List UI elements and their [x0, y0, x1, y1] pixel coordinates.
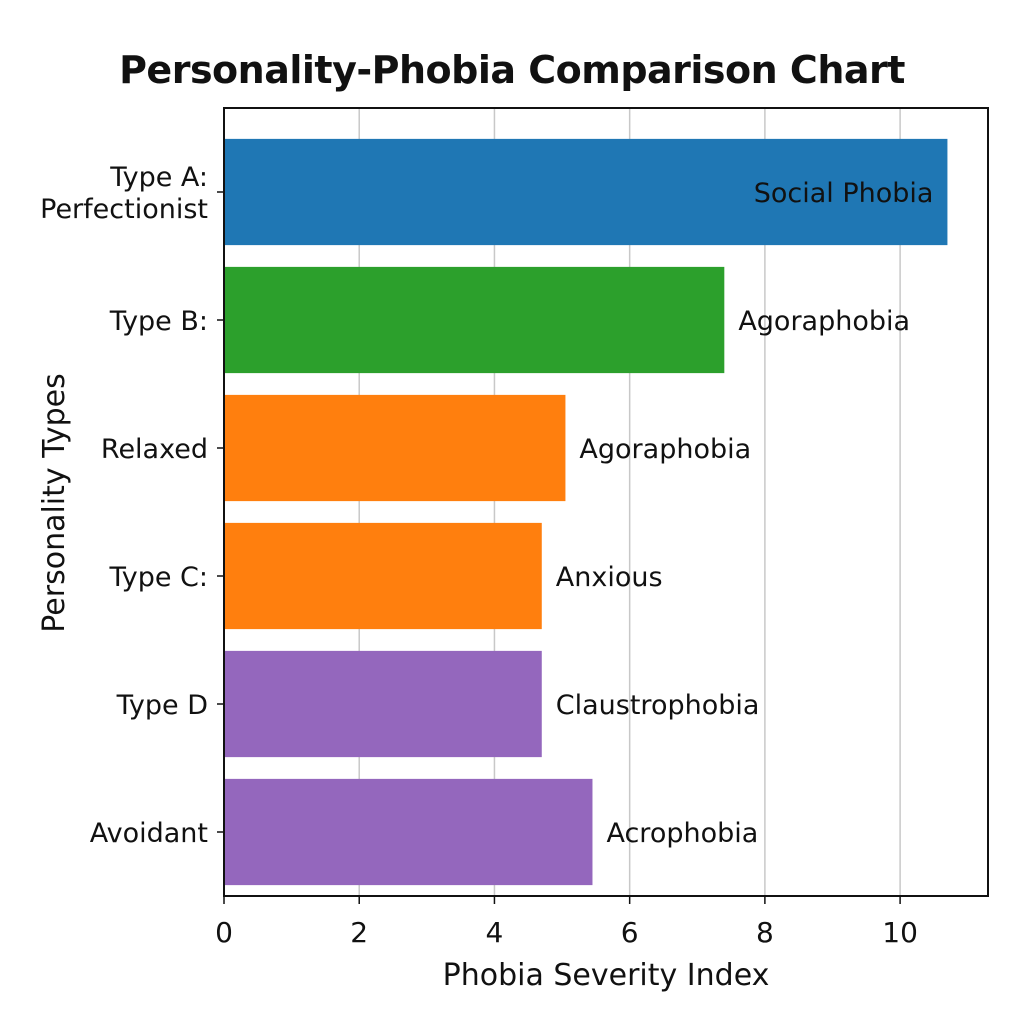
bar-label-2: Agoraphobia	[579, 434, 751, 465]
bar-label-5: Acrophobia	[606, 818, 758, 849]
bar-5	[224, 778, 593, 886]
x-tick-label-4: 8	[756, 916, 774, 949]
x-tick-label-5: 10	[882, 916, 918, 949]
y-tick-label-2: Relaxed	[101, 434, 208, 465]
bar-4	[224, 650, 542, 758]
x-tick-label-1: 2	[350, 916, 368, 949]
y-tick-label-line-0-0: Type A:	[109, 162, 208, 193]
y-tick-label-line-0-1: Perfectionist	[40, 194, 208, 225]
y-tick-label-line-4-0: Type D	[116, 690, 208, 721]
x-axis-label: Phobia Severity Index	[443, 958, 770, 993]
y-tick-label-line-5-0: Avoidant	[90, 818, 208, 849]
y-tick-label-0: Type A: Perfectionist	[40, 162, 208, 225]
y-tick-label-4: Type D	[116, 690, 208, 721]
y-tick-label-line-1-0: Type B:	[109, 306, 208, 337]
y-axis-label: Personality Types	[37, 373, 72, 632]
bar-2	[224, 394, 566, 502]
y-tick-label-1: Type B:	[109, 306, 208, 337]
bar-label-3: Anxious	[556, 562, 663, 593]
bar-label-1: Agoraphobia	[738, 306, 910, 337]
y-tick-label-3: Type C:	[108, 562, 208, 593]
x-tick-label-3: 6	[621, 916, 639, 949]
bar-label-4: Claustrophobia	[556, 690, 760, 721]
x-tick-label-0: 0	[215, 916, 233, 949]
bar-0	[224, 138, 948, 246]
bar-3	[224, 522, 542, 630]
axis-layer: Type A: Perfectionist Type B: Relaxed Type C…	[40, 107, 989, 949]
y-tick-label-line-2-0: Relaxed	[101, 434, 208, 465]
bar-1	[224, 266, 725, 374]
plot-frame	[223, 107, 989, 897]
bar-layer: Social Phobia Agoraphobia Agoraphobia Anxio…	[224, 138, 948, 886]
chart-title: Personality-Phobia Comparison Chart	[119, 48, 905, 92]
y-tick-label-5: Avoidant	[90, 818, 208, 849]
y-tick-label-line-3-0: Type C:	[108, 562, 208, 593]
x-tick-label-2: 4	[486, 916, 504, 949]
bar-label-0: Social Phobia	[754, 178, 934, 209]
